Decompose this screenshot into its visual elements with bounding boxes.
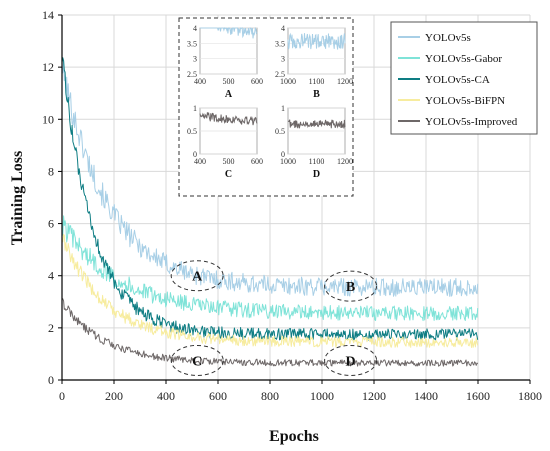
- y-tick-label: 14: [42, 8, 54, 22]
- x-tick-label: 1600: [466, 389, 490, 403]
- inset-x-tick-label: 1000: [280, 157, 296, 166]
- x-tick-label: 200: [105, 389, 123, 403]
- y-tick-label: 4: [48, 269, 54, 283]
- y-tick-label: 2: [48, 321, 54, 335]
- inset-series-line: [287, 32, 346, 50]
- inset-x-tick-label: 600: [251, 157, 263, 166]
- y-tick-label: 8: [48, 164, 54, 178]
- inset-x-tick-label: 400: [194, 157, 206, 166]
- y-tick-label: 12: [42, 60, 54, 74]
- x-axis-title: Epochs: [269, 428, 319, 445]
- inset-label-c: C: [225, 169, 232, 180]
- inset-series-line: [199, 112, 258, 126]
- inset-series-line: [287, 119, 346, 129]
- x-tick-label: 1200: [362, 389, 386, 403]
- inset-label-a: A: [225, 89, 233, 100]
- inset-y-tick-label: 1: [281, 104, 285, 113]
- x-tick-label: 600: [209, 389, 227, 403]
- inset-y-tick-label: 1: [193, 104, 197, 113]
- inset-x-tick-label: 500: [223, 157, 235, 166]
- inset-subplot-d: 0 0.5 1 1000 1100 1200 D: [275, 104, 353, 180]
- inset-label-d: D: [313, 169, 320, 180]
- inset-y-tick-label: 3.5: [275, 39, 285, 48]
- series-layer: [61, 57, 479, 367]
- legend-item: YOLOv5s-Improved: [398, 116, 518, 128]
- annotation-label-d: D: [346, 354, 356, 369]
- axes: 0 200 400 600 800 1000 1200 1400 1600 18000246810…: [42, 8, 542, 403]
- legend: YOLOv5s YOLOv5s-Gabor YOLOv5s-CA YOLOv5s-Bi…: [390, 21, 538, 135]
- y-tick-label: 10: [42, 112, 54, 126]
- inset-y-tick-label: 2.5: [187, 70, 197, 79]
- legend-label: YOLOv5s-CA: [425, 74, 490, 86]
- inset-subplot-c: 0 0.5 1 400 500 600 C: [187, 104, 263, 180]
- inset-y-tick-label: 4: [281, 24, 285, 33]
- annotation-label-a: A: [192, 270, 203, 285]
- inset-y-tick-label: 0: [193, 150, 197, 159]
- inset-label-b: B: [313, 89, 320, 100]
- inset-x-tick-label: 1200: [337, 157, 353, 166]
- inset-y-tick-label: 0: [281, 150, 285, 159]
- inset-y-tick-label: 4: [193, 24, 197, 33]
- annotation-ellipse-d: [324, 344, 378, 376]
- inset-x-tick-label: 600: [251, 77, 263, 86]
- inset-subplot-b: 2.5 3 3.5 4 1000 1100 1200 B: [275, 24, 353, 100]
- legend-item: YOLOv5s-Gabor: [398, 53, 502, 65]
- x-tick-label: 1000: [310, 389, 334, 403]
- inset-x-tick-label: 1000: [280, 77, 296, 86]
- inset-y-tick-label: 0.5: [187, 127, 197, 136]
- annotation-label-c: C: [192, 354, 202, 369]
- legend-label: YOLOv5s: [425, 32, 471, 44]
- inset-y-tick-label: 3.5: [187, 39, 197, 48]
- inset-x-tick-label: 1100: [309, 77, 325, 86]
- inset-x-tick-label: 1100: [309, 157, 325, 166]
- inset-y-tick-label: 3: [193, 55, 197, 64]
- inset-x-tick-label: 400: [194, 77, 206, 86]
- annotation-ellipse-a: [170, 260, 224, 292]
- inset-y-tick-label: 0.5: [275, 127, 285, 136]
- y-tick-label: 0: [48, 373, 54, 387]
- inset-y-tick-label: 2.5: [275, 70, 285, 79]
- legend-label: YOLOv5s-Gabor: [425, 53, 502, 65]
- annotations: A B C D: [170, 260, 378, 376]
- x-tick-label: 800: [261, 389, 279, 403]
- y-axis-title: Training Loss: [9, 151, 26, 245]
- legend-label: YOLOv5s-Improved: [425, 116, 518, 128]
- x-tick-label: 400: [157, 389, 175, 403]
- annotation-label-b: B: [346, 280, 355, 295]
- x-tick-label: 1400: [414, 389, 438, 403]
- inset-subplot-a: 2.5 3 3.5 4 400 500 600 A: [187, 24, 263, 100]
- series-line-yolov5s-improved: [61, 298, 479, 367]
- inset-y-tick-label: 3: [281, 55, 285, 64]
- y-tick-label: 6: [48, 217, 54, 231]
- inset-x-tick-label: 1200: [337, 77, 353, 86]
- inset-plot-area: [287, 27, 346, 75]
- inset-series-line: [200, 26, 258, 39]
- inset-x-tick-label: 500: [223, 77, 235, 86]
- series-line-yolov5s-gabor: [61, 215, 479, 322]
- x-tick-label: 1800: [518, 389, 542, 403]
- series-line-yolov5s: [61, 60, 479, 297]
- series-line-yolov5s-ca: [61, 57, 479, 341]
- legend-label: YOLOv5s-BiFPN: [425, 95, 505, 107]
- x-tick-label: 0: [59, 389, 65, 403]
- legend-item: YOLOv5s: [398, 32, 471, 44]
- series-line-yolov5s-bifpn: [61, 233, 479, 348]
- annotation-ellipse-b: [324, 270, 378, 302]
- legend-item: YOLOv5s-BiFPN: [398, 95, 505, 107]
- annotation-ellipse-c: [170, 344, 224, 376]
- legend-item: YOLOv5s-CA: [398, 74, 490, 86]
- inset-plot-area: [199, 27, 258, 75]
